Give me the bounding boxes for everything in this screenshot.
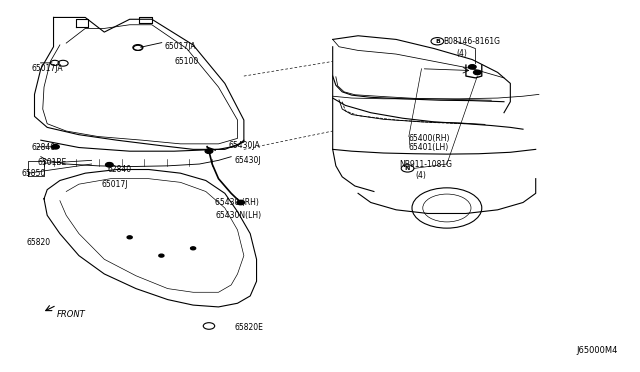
- Text: 65100: 65100: [174, 57, 198, 66]
- Text: 65401(LH): 65401(LH): [409, 143, 449, 152]
- Text: 62840: 62840: [31, 143, 56, 152]
- Text: FRONT: FRONT: [57, 311, 86, 320]
- Text: N: N: [405, 166, 410, 171]
- Text: 65017JA: 65017JA: [31, 64, 63, 73]
- Text: NB911-1081G: NB911-1081G: [399, 160, 452, 169]
- Text: 65430 (RH): 65430 (RH): [215, 198, 259, 207]
- Text: 65017JA: 65017JA: [164, 42, 196, 51]
- Circle shape: [237, 200, 244, 205]
- Text: 65400(RH): 65400(RH): [409, 134, 451, 143]
- Circle shape: [205, 149, 212, 153]
- Circle shape: [191, 247, 196, 250]
- Text: B: B: [435, 39, 440, 44]
- Circle shape: [468, 65, 476, 69]
- Circle shape: [474, 70, 481, 75]
- Text: 65430N(LH): 65430N(LH): [215, 211, 262, 220]
- Circle shape: [52, 145, 60, 149]
- Text: 6501BE: 6501BE: [38, 158, 67, 167]
- Circle shape: [159, 254, 164, 257]
- Text: J65000M4: J65000M4: [577, 346, 618, 355]
- Text: 65820E: 65820E: [234, 323, 263, 331]
- Text: 65850: 65850: [22, 169, 46, 178]
- Text: B08146-8161G: B08146-8161G: [444, 37, 500, 46]
- Text: (4): (4): [415, 171, 426, 180]
- Circle shape: [106, 163, 113, 167]
- Text: 65820: 65820: [27, 238, 51, 247]
- Circle shape: [127, 236, 132, 239]
- Text: 65017J: 65017J: [101, 180, 127, 189]
- Text: 62840: 62840: [108, 165, 132, 174]
- Text: (4): (4): [456, 49, 467, 58]
- Text: 65430JA: 65430JA: [228, 141, 260, 150]
- Text: 65430J: 65430J: [234, 156, 261, 165]
